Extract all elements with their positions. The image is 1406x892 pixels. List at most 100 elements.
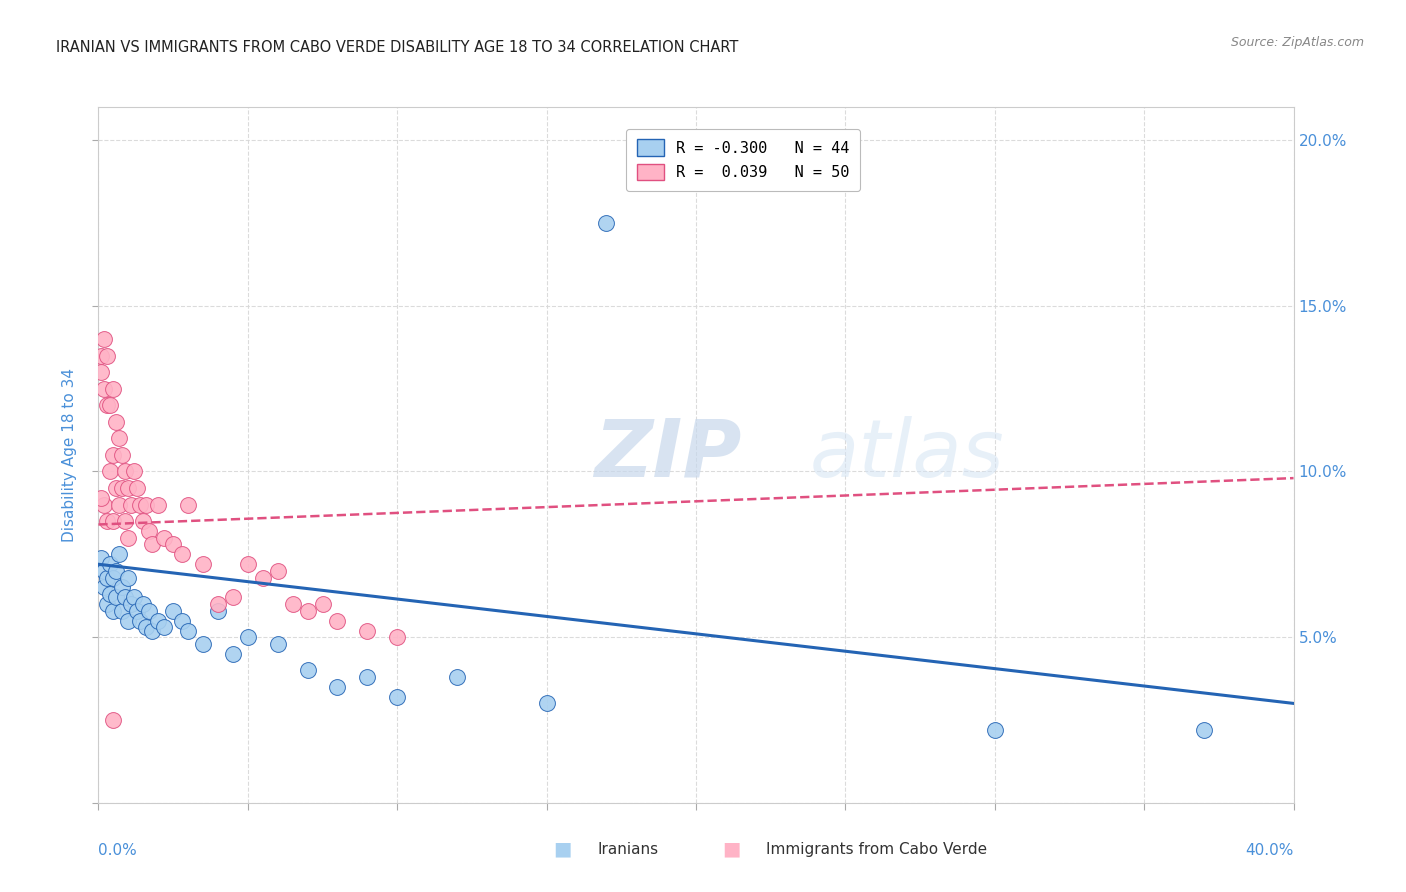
Point <box>162 537 184 551</box>
Point <box>153 531 176 545</box>
Point <box>127 481 149 495</box>
Point <box>172 547 194 561</box>
Point <box>191 637 214 651</box>
Point <box>132 597 155 611</box>
Point <box>93 581 115 595</box>
Point <box>1192 723 1215 737</box>
Text: Iranians: Iranians <box>598 842 658 856</box>
Text: IRANIAN VS IMMIGRANTS FROM CABO VERDE DISABILITY AGE 18 TO 34 CORRELATION CHART: IRANIAN VS IMMIGRANTS FROM CABO VERDE DI… <box>56 40 738 55</box>
Text: ■: ■ <box>721 839 741 859</box>
Point <box>252 570 274 584</box>
Point <box>138 524 160 538</box>
Point <box>135 498 157 512</box>
Point <box>120 597 142 611</box>
Point <box>207 604 229 618</box>
Point <box>96 398 118 412</box>
Point <box>148 614 170 628</box>
Point <box>385 630 409 644</box>
Point <box>103 382 125 396</box>
Point <box>111 604 134 618</box>
Point <box>114 591 136 605</box>
Point <box>153 620 176 634</box>
Text: 0.0%: 0.0% <box>98 843 138 858</box>
Point <box>111 448 134 462</box>
Point <box>281 597 304 611</box>
Point <box>105 415 128 429</box>
Point <box>90 491 112 505</box>
Point <box>135 620 157 634</box>
Point <box>100 398 122 412</box>
Point <box>124 591 146 605</box>
Point <box>267 637 290 651</box>
Point <box>162 604 184 618</box>
Point <box>326 614 349 628</box>
Point <box>103 570 125 584</box>
Point <box>105 591 128 605</box>
Point <box>120 498 142 512</box>
Point <box>111 481 134 495</box>
Point <box>222 647 245 661</box>
Point <box>108 498 131 512</box>
Point <box>356 624 378 638</box>
Point <box>138 604 160 618</box>
Point <box>191 558 214 572</box>
Point <box>984 723 1007 737</box>
Point <box>114 514 136 528</box>
Y-axis label: Disability Age 18 to 34: Disability Age 18 to 34 <box>62 368 77 542</box>
Point <box>103 448 125 462</box>
Point <box>117 570 139 584</box>
Point <box>141 624 163 638</box>
Point <box>100 558 122 572</box>
Point <box>100 465 122 479</box>
Point <box>129 614 152 628</box>
Point <box>177 498 200 512</box>
Point <box>96 597 118 611</box>
Point <box>105 564 128 578</box>
Text: Immigrants from Cabo Verde: Immigrants from Cabo Verde <box>766 842 987 856</box>
Point <box>103 514 125 528</box>
Legend: R = -0.300   N = 44, R =  0.039   N = 50: R = -0.300 N = 44, R = 0.039 N = 50 <box>626 128 860 191</box>
Point <box>103 713 125 727</box>
Point <box>236 630 259 644</box>
Point <box>96 514 118 528</box>
Point <box>127 604 149 618</box>
Point <box>536 697 558 711</box>
Point <box>297 663 319 677</box>
Point <box>93 498 115 512</box>
Point <box>90 349 112 363</box>
Point <box>385 690 409 704</box>
Point <box>105 481 128 495</box>
Point <box>267 564 290 578</box>
Point <box>111 581 134 595</box>
Point <box>356 670 378 684</box>
Point <box>90 550 112 565</box>
Point <box>108 431 131 445</box>
Point <box>129 498 152 512</box>
Point <box>100 587 122 601</box>
Point <box>446 670 468 684</box>
Point <box>141 537 163 551</box>
Point <box>90 365 112 379</box>
Point <box>132 514 155 528</box>
Point <box>297 604 319 618</box>
Point <box>93 332 115 346</box>
Point <box>172 614 194 628</box>
Text: ZIP: ZIP <box>595 416 742 494</box>
Point <box>595 216 617 230</box>
Point <box>117 481 139 495</box>
Point <box>117 614 139 628</box>
Point <box>326 680 349 694</box>
Point <box>117 531 139 545</box>
Point <box>96 570 118 584</box>
Point <box>236 558 259 572</box>
Point <box>222 591 245 605</box>
Point <box>148 498 170 512</box>
Point <box>311 597 333 611</box>
Point <box>96 349 118 363</box>
Text: atlas: atlas <box>810 416 1004 494</box>
Point <box>93 564 115 578</box>
Text: 40.0%: 40.0% <box>1246 843 1294 858</box>
Point <box>207 597 229 611</box>
Text: Source: ZipAtlas.com: Source: ZipAtlas.com <box>1230 36 1364 49</box>
Point <box>124 465 146 479</box>
